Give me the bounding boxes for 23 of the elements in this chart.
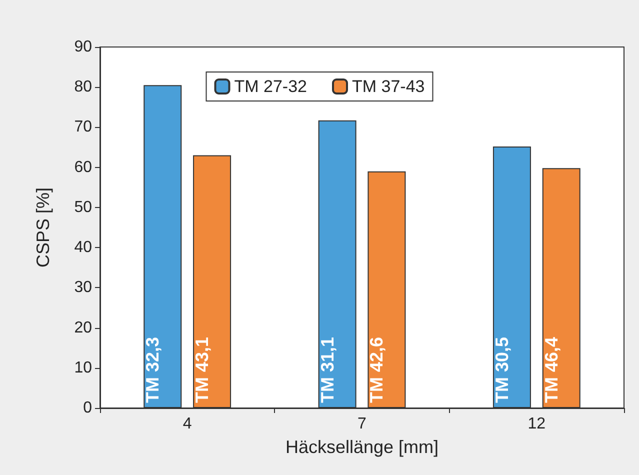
y-axis-title: CSPS [%]	[33, 187, 53, 268]
y-tick-label: 20	[74, 319, 92, 336]
y-tick-label: 90	[74, 38, 92, 56]
data-label: TM 30,5	[492, 336, 512, 403]
data-label: TM 42,6	[366, 336, 387, 403]
legend-label: TM 37-43	[352, 77, 425, 96]
data-label: TM 32,3	[142, 336, 163, 403]
x-tick-label: 7	[358, 416, 367, 432]
y-tick-label: 80	[74, 78, 92, 96]
x-tick-label: 12	[528, 416, 546, 432]
y-tick-label: 50	[74, 198, 92, 216]
data-label: TM 46,4	[541, 336, 562, 403]
data-label: TM 43,1	[192, 336, 212, 403]
x-axis-title: Häcksellänge [mm]	[285, 437, 439, 457]
x-tick-label: 4	[182, 416, 192, 432]
data-label: TM 31,1	[317, 336, 338, 403]
legend-label: TM 27-32	[234, 77, 307, 96]
y-tick-label: 60	[74, 158, 92, 176]
y-tick-label: 30	[74, 279, 92, 296]
y-tick-label: 40	[74, 239, 92, 256]
y-tick-label: 0	[83, 400, 92, 416]
y-tick-label: 10	[74, 359, 92, 376]
y-tick-label: 70	[74, 118, 92, 136]
